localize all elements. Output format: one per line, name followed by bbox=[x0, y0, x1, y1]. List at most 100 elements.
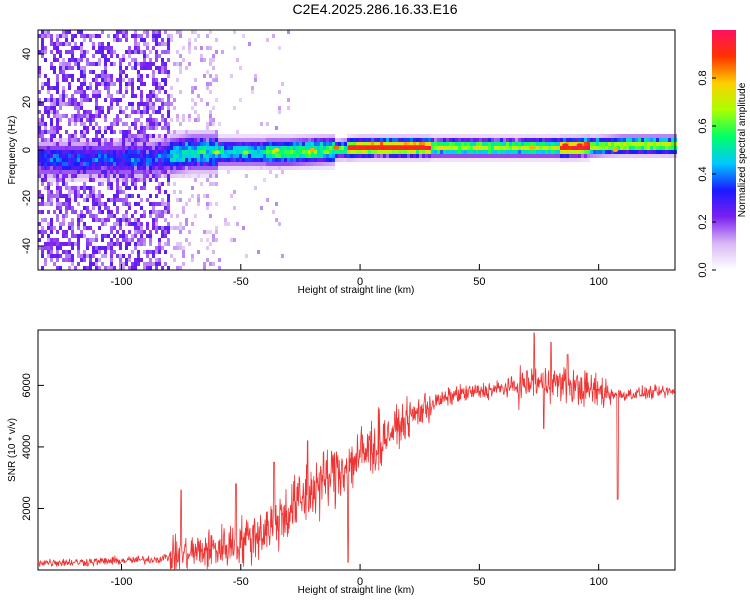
heatmap-cell bbox=[119, 226, 122, 230]
heatmap-cell bbox=[230, 194, 233, 198]
heatmap-cell bbox=[41, 118, 44, 122]
heatmap-cell bbox=[191, 138, 194, 142]
heatmap-cell bbox=[155, 34, 158, 38]
heatmap-cell bbox=[104, 202, 107, 206]
heatmap-cell bbox=[137, 250, 140, 254]
heatmap-cell bbox=[629, 154, 632, 158]
heatmap-cell bbox=[41, 266, 44, 270]
heatmap-cell bbox=[170, 174, 173, 178]
heatmap-cell bbox=[119, 74, 122, 78]
heatmap-cell bbox=[158, 250, 161, 254]
heatmap-cell bbox=[86, 210, 89, 214]
heatmap-cell bbox=[125, 246, 128, 250]
snr-frame bbox=[37, 329, 676, 571]
heatmap-cell bbox=[341, 158, 344, 162]
heatmap-cell bbox=[122, 214, 125, 218]
heatmap-cell bbox=[83, 70, 86, 74]
heatmap-cell bbox=[173, 174, 176, 178]
heatmap-cell bbox=[107, 242, 110, 246]
heatmap-cell bbox=[110, 170, 113, 174]
heatmap-cell bbox=[47, 146, 50, 150]
heatmap-cell bbox=[77, 118, 80, 122]
heatmap-cell bbox=[176, 78, 179, 82]
heatmap-cell bbox=[245, 174, 248, 178]
heatmap-cell bbox=[110, 98, 113, 102]
heatmap-cell bbox=[137, 134, 140, 138]
heatmap-cell bbox=[332, 166, 335, 170]
heatmap-cell bbox=[491, 142, 494, 146]
heatmap-cell bbox=[314, 162, 317, 166]
heatmap-cell bbox=[104, 78, 107, 82]
heatmap-cell bbox=[206, 46, 209, 50]
heatmap-cell bbox=[65, 30, 68, 34]
heatmap-cell bbox=[416, 150, 419, 154]
heatmap-cell bbox=[89, 118, 92, 122]
heatmap-cell bbox=[161, 106, 164, 110]
heatmap-cell bbox=[77, 218, 80, 222]
heatmap-cell bbox=[398, 134, 401, 138]
heatmap-cell bbox=[86, 206, 89, 210]
heatmap-cell bbox=[137, 46, 140, 50]
heatmap-cell bbox=[41, 82, 44, 86]
heatmap-cell bbox=[143, 262, 146, 266]
heatmap-cell bbox=[134, 138, 137, 142]
heatmap-cell bbox=[182, 166, 185, 170]
heatmap-cell bbox=[200, 46, 203, 50]
heatmap-cell bbox=[191, 174, 194, 178]
heatmap-cell bbox=[482, 134, 485, 138]
heatmap-cell bbox=[410, 150, 413, 154]
heatmap-cell bbox=[59, 146, 62, 150]
heatmap-cell bbox=[332, 162, 335, 166]
heatmap-cell bbox=[191, 258, 194, 262]
heatmap-cell bbox=[98, 194, 101, 198]
heatmap-cell bbox=[152, 38, 155, 42]
heatmap-cell bbox=[149, 194, 152, 198]
heatmap-cell bbox=[578, 146, 581, 150]
heatmap-cell bbox=[428, 150, 431, 154]
heatmap-cell bbox=[41, 30, 44, 34]
heatmap-cell bbox=[434, 138, 437, 142]
heatmap-cell bbox=[635, 146, 638, 150]
heatmap-cell bbox=[89, 242, 92, 246]
heatmap-cell bbox=[155, 174, 158, 178]
heatmap-cell bbox=[128, 266, 131, 270]
heatmap-cell bbox=[137, 34, 140, 38]
heatmap-cell bbox=[53, 262, 56, 266]
heatmap-cell bbox=[509, 150, 512, 154]
heatmap-cell bbox=[554, 158, 557, 162]
heatmap-cell bbox=[119, 178, 122, 182]
heatmap-cell bbox=[302, 158, 305, 162]
heatmap-cell bbox=[119, 106, 122, 110]
heatmap-cell bbox=[332, 154, 335, 158]
heatmap-cell bbox=[65, 254, 68, 258]
heatmap-cell bbox=[140, 90, 143, 94]
heatmap-cell bbox=[608, 146, 611, 150]
heatmap-cell bbox=[431, 146, 434, 150]
heatmap-cell bbox=[86, 58, 89, 62]
heatmap-cell bbox=[581, 138, 584, 142]
heatmap-cell bbox=[599, 134, 602, 138]
heatmap-cell bbox=[110, 186, 113, 190]
heatmap-cell bbox=[98, 138, 101, 142]
heatmap-cell bbox=[458, 150, 461, 154]
heatmap-cell bbox=[38, 126, 41, 130]
heatmap-cell bbox=[86, 126, 89, 130]
heatmap-cell bbox=[203, 266, 206, 270]
heatmap-cell bbox=[464, 142, 467, 146]
heatmap-cell bbox=[200, 170, 203, 174]
heatmap-cell bbox=[212, 250, 215, 254]
heatmap-cell bbox=[80, 118, 83, 122]
heatmap-cell bbox=[581, 134, 584, 138]
heatmap-cell bbox=[251, 134, 254, 138]
heatmap-cell bbox=[59, 206, 62, 210]
heatmap-cell bbox=[116, 122, 119, 126]
heatmap-cell bbox=[59, 154, 62, 158]
heatmap-cell bbox=[167, 42, 170, 46]
heatmap-cell bbox=[38, 202, 41, 206]
heatmap-cell bbox=[311, 142, 314, 146]
heatmap-cell bbox=[155, 246, 158, 250]
heatmap-cell bbox=[113, 214, 116, 218]
heatmap-cell bbox=[188, 138, 191, 142]
heatmap-cell bbox=[512, 154, 515, 158]
heatmap-cell bbox=[80, 86, 83, 90]
